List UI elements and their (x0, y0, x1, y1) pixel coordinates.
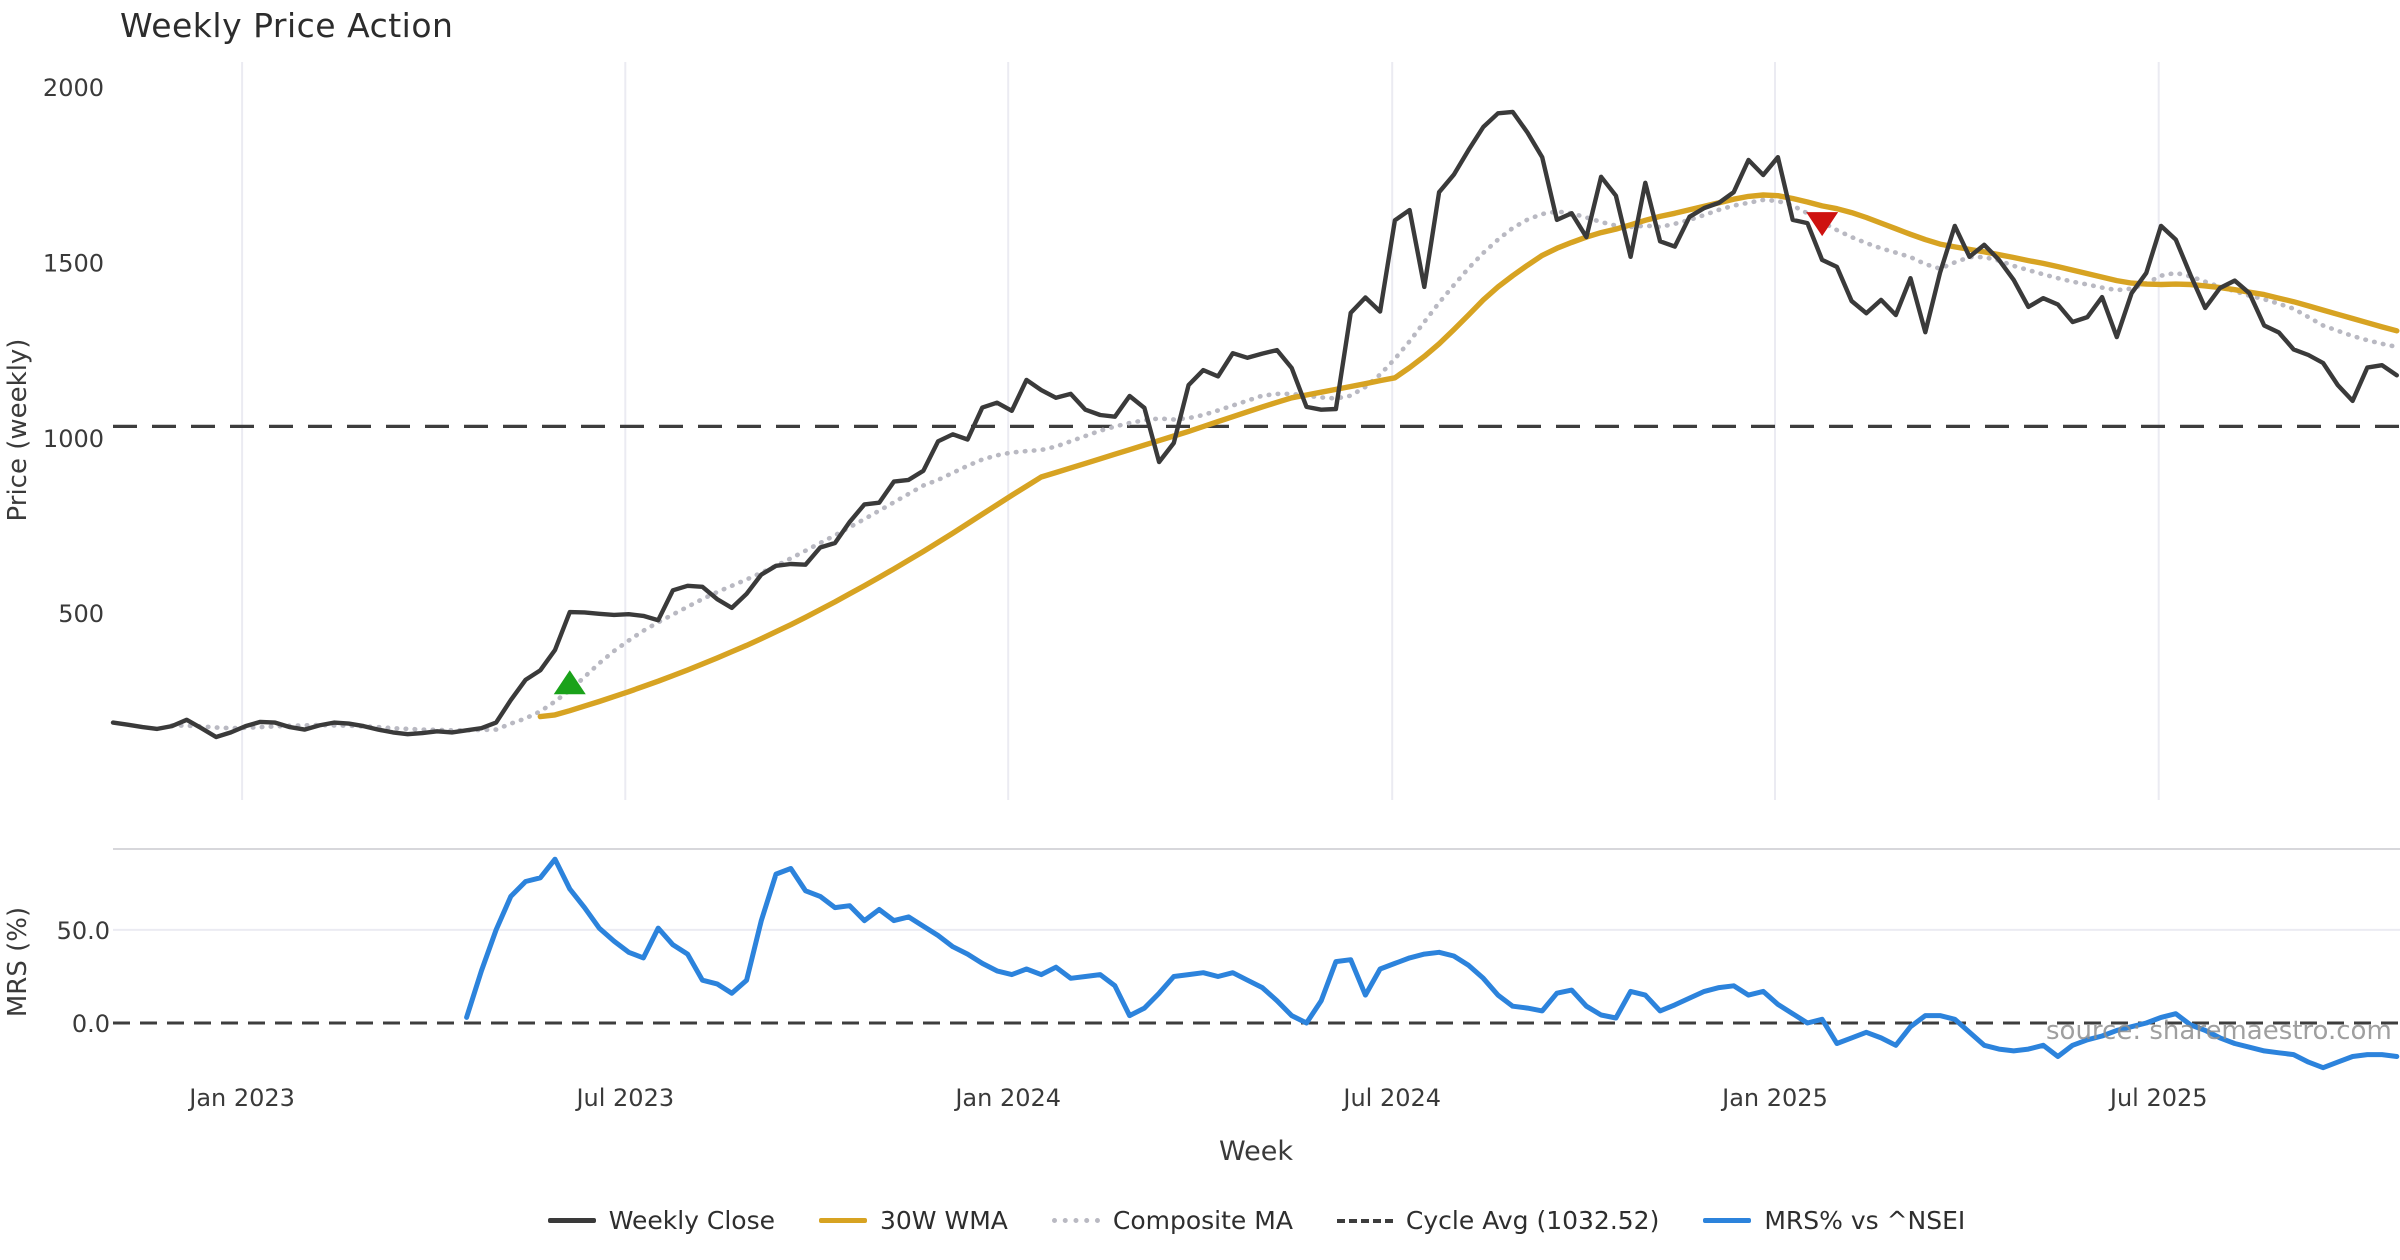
legend-label-cycle-avg: Cycle Avg (1032.52) (1405, 1206, 1660, 1235)
y-axis-label-mrs: MRS (%) (3, 907, 33, 1017)
gridline-layer (113, 62, 2400, 931)
legend-item-composite-ma: Composite MA (1051, 1206, 1293, 1235)
legend-label-weekly-close: Weekly Close (608, 1206, 775, 1235)
tick-label-layer: 2000 1500 1000 500 50.0 0.0 Jan 2023 Jul 2023 Ja… (43, 74, 2208, 1112)
price-tick-label: 2000 (43, 74, 104, 102)
legend-label-wma: 30W WMA (880, 1206, 1008, 1235)
x-axis-label: Week (1219, 1136, 1293, 1167)
legend-swatch-composite-ma (1051, 1218, 1100, 1223)
series-layer (110, 109, 2400, 1071)
legend-swatch-cycle-avg (1336, 1218, 1393, 1223)
price-tick-label: 500 (58, 600, 104, 628)
mrs-tick-label: 0.0 (72, 1010, 110, 1038)
legend-swatch-mrs (1703, 1218, 1752, 1223)
composite-ma-line (169, 197, 2400, 733)
legend-item-mrs: MRS% vs ^NSEI (1703, 1206, 1965, 1235)
price-tick-label: 1500 (43, 249, 104, 277)
watermark: source: sharemaestro.com (2046, 1016, 2392, 1046)
legend-item-weekly-close: Weekly Close (547, 1206, 775, 1235)
legend-swatch-weekly-close (547, 1218, 596, 1223)
x-tick-label: Jul 2025 (2108, 1084, 2208, 1112)
legend-swatch-wma (819, 1218, 867, 1223)
x-tick-label: Jul 2023 (574, 1084, 674, 1112)
sell-marker-icon (1806, 212, 1839, 237)
buy-marker-icon (553, 670, 586, 695)
x-tick-label: Jan 2023 (187, 1084, 295, 1112)
legend: Weekly Close 30W WMA Composite MA Cycle … (113, 1206, 2400, 1235)
x-tick-label: Jan 2024 (953, 1084, 1061, 1112)
x-tick-label: Jul 2024 (1341, 1084, 1441, 1112)
x-tick-label: Jan 2025 (1720, 1084, 1828, 1112)
y-axis-label-price: Price (weekly) (3, 339, 33, 522)
weekly-close-line (110, 109, 2399, 740)
legend-label-composite-ma: Composite MA (1112, 1206, 1293, 1235)
legend-item-cycle-avg: Cycle Avg (1032.52) (1336, 1206, 1660, 1235)
mrs-line (464, 856, 2400, 1071)
legend-item-wma: 30W WMA (819, 1206, 1008, 1235)
mrs-tick-label: 50.0 (57, 917, 110, 945)
page-title: Weekly Price Action (120, 6, 454, 45)
wma-line (537, 192, 2400, 720)
price-tick-label: 1000 (43, 425, 104, 453)
legend-label-mrs: MRS% vs ^NSEI (1764, 1206, 1966, 1235)
